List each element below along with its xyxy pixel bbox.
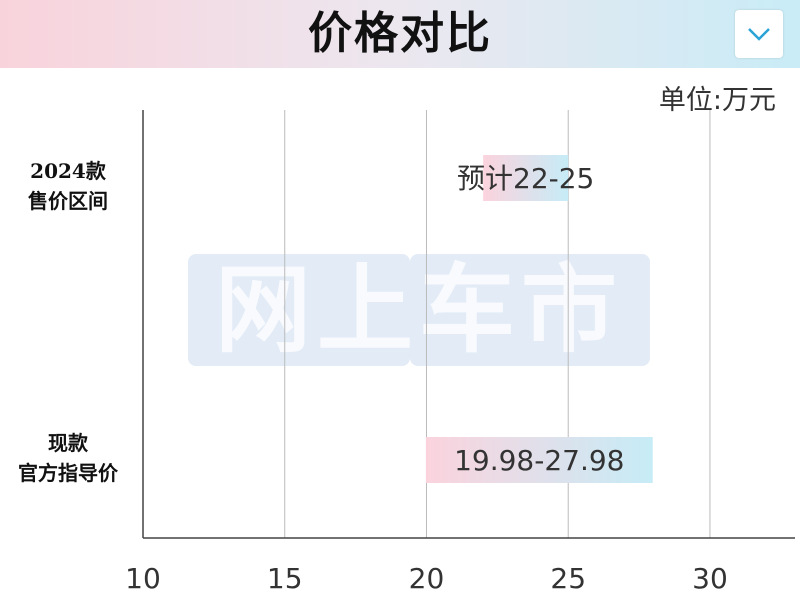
bar-0	[483, 155, 569, 201]
chevron-down-icon	[748, 28, 770, 41]
header-bar	[0, 0, 800, 68]
bar-1	[425, 437, 653, 483]
x-tick-label-20: 20	[409, 562, 445, 595]
row-label-2024-line1: 2024款	[30, 159, 106, 183]
watermark: 网上车市	[188, 254, 650, 366]
bar-label-1: 19.98-27.98	[454, 444, 624, 477]
watermark-box-left	[188, 254, 410, 366]
watermark-box-right	[410, 254, 650, 366]
x-tick-label-25: 25	[550, 562, 586, 595]
x-tick-label-15: 15	[267, 562, 303, 595]
expand-menu-button[interactable]	[735, 10, 783, 58]
x-tick-label-30: 30	[692, 562, 728, 595]
unit-label: 单位:万元	[658, 85, 776, 116]
row-label-2024-line2: 售价区间	[28, 189, 108, 213]
row-label-current: 现款 官方指导价	[0, 428, 136, 488]
bar-label-0: 预计22-25	[457, 162, 594, 195]
x-tick-label-10: 10	[125, 562, 161, 595]
row-label-current-line2: 官方指导价	[18, 461, 118, 485]
watermark-text: 网上车市	[215, 254, 623, 366]
row-label-current-line1: 现款	[48, 431, 88, 455]
row-label-2024: 2024款 售价区间	[0, 156, 136, 216]
page-title: 价格对比	[308, 8, 492, 59]
